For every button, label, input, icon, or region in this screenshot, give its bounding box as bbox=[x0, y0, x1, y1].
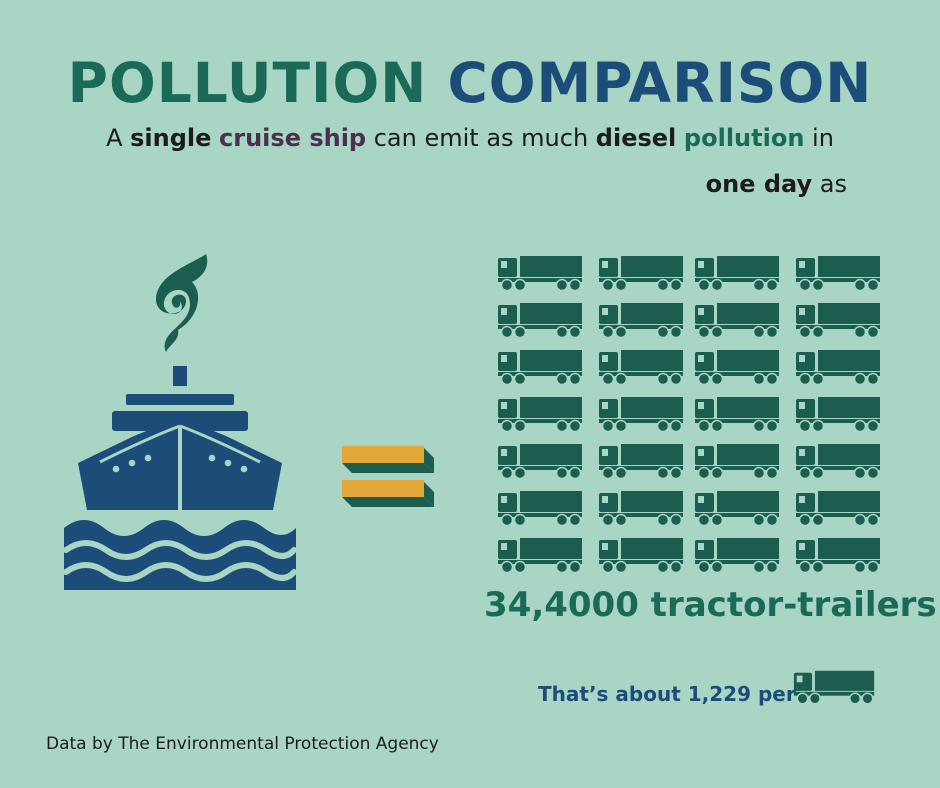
tractor-trailer-icon bbox=[598, 302, 684, 339]
tractor-trailer-icon bbox=[694, 490, 780, 527]
tractor-trailer-icon bbox=[497, 490, 583, 527]
tractor-trailer-icon bbox=[694, 349, 780, 386]
tractor-trailer-icon bbox=[497, 349, 583, 386]
subtitle-text: as bbox=[812, 170, 847, 198]
subtitle-pollution: pollution bbox=[683, 124, 805, 152]
tractor-trailer-icon bbox=[598, 490, 684, 527]
tractor-trailer-grid bbox=[497, 255, 881, 574]
subtitle-one-day: one day bbox=[705, 170, 813, 198]
tractor-trailer-icon bbox=[497, 537, 583, 574]
infographic-title: POLLUTION COMPARISON bbox=[0, 50, 940, 116]
tractor-trailer-icon bbox=[598, 349, 684, 386]
subtitle-text: can emit as much bbox=[366, 124, 596, 152]
tractor-trailer-icon bbox=[795, 302, 881, 339]
subtitle-text: A bbox=[106, 124, 131, 152]
tractor-trailer-icon bbox=[598, 396, 684, 433]
tractor-trailer-icon bbox=[694, 302, 780, 339]
tractor-trailer-icon bbox=[497, 443, 583, 480]
smoke-icon bbox=[155, 254, 208, 352]
data-source: Data by The Environmental Protection Age… bbox=[46, 734, 439, 754]
subtitle-cruise-ship: cruise ship bbox=[219, 124, 367, 152]
tractor-trailer-icon bbox=[795, 490, 881, 527]
tractor-trailer-icon bbox=[598, 255, 684, 292]
title-word-pollution: POLLUTION bbox=[67, 51, 428, 115]
subtitle-line-2: one day as bbox=[0, 167, 847, 201]
chimney-shape bbox=[173, 366, 187, 386]
tractor-trailer-icon bbox=[795, 349, 881, 386]
subtitle-text: in bbox=[804, 124, 834, 152]
tractor-trailer-icon bbox=[694, 396, 780, 433]
tractor-trailer-icon bbox=[497, 396, 583, 433]
cruise-ship-icon bbox=[63, 254, 297, 590]
tractor-trailer-icon bbox=[497, 302, 583, 339]
tractor-trailer-icon bbox=[795, 443, 881, 480]
equals-icon bbox=[342, 446, 434, 507]
subtitle-line-1: A single cruise ship can emit as much di… bbox=[0, 121, 940, 155]
tractor-trailer-icon bbox=[793, 670, 875, 705]
per-truck-text: That’s about 1,229 per bbox=[538, 682, 796, 706]
tractor-trailer-icon bbox=[694, 255, 780, 292]
tractor-trailer-count: 34,4000 tractor-trailers bbox=[484, 585, 937, 625]
tractor-trailer-icon bbox=[694, 537, 780, 574]
title-word-comparison: COMPARISON bbox=[447, 51, 873, 115]
tractor-trailer-icon bbox=[497, 255, 583, 292]
tractor-trailer-icon bbox=[795, 537, 881, 574]
tractor-trailer-icon bbox=[694, 443, 780, 480]
subtitle-diesel: diesel bbox=[595, 124, 677, 152]
tractor-trailer-icon bbox=[598, 537, 684, 574]
tractor-trailer-icon bbox=[795, 396, 881, 433]
tractor-trailer-icon bbox=[795, 255, 881, 292]
subtitle-single: single bbox=[130, 124, 212, 152]
tractor-trailer-icon bbox=[598, 443, 684, 480]
upper-deck-shape bbox=[126, 394, 234, 405]
water-icon bbox=[64, 520, 296, 590]
